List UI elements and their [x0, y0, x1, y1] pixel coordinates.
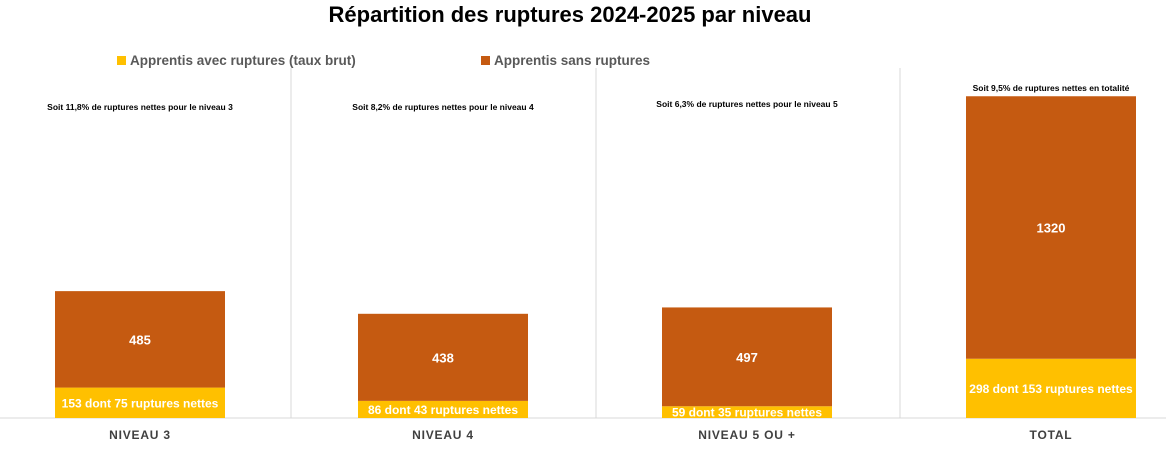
- data-label-avec-ruptures: 298 dont 153 ruptures nettes: [969, 382, 1133, 396]
- annotations-layer: Soit 11,8% de ruptures nettes pour le ni…: [47, 83, 1129, 112]
- annotation-total: Soit 9,5% de ruptures nettes en totalité: [973, 83, 1130, 93]
- category-dividers: [290, 68, 901, 418]
- bar-avec-ruptures-total: [966, 358, 1136, 418]
- legend-swatch-sans-ruptures: [481, 56, 490, 65]
- data-label-avec-ruptures: 86 dont 43 ruptures nettes: [368, 403, 518, 417]
- x-tick-label: NIVEAU 5 OU +: [698, 428, 795, 442]
- annotation-niveau-4: Soit 8,2% de ruptures nettes pour le niv…: [352, 102, 534, 112]
- bars-layer: 485 153 dont 75 ruptures nettes 438 86 dont…: [55, 96, 1136, 420]
- x-axis-labels: NIVEAU 3 NIVEAU 4 NIVEAU 5 OU + TOTAL: [109, 428, 1072, 442]
- legend-label-sans-ruptures: Apprentis sans ruptures: [494, 53, 650, 68]
- legend-swatch-avec-ruptures: [117, 56, 126, 65]
- data-label-sans-ruptures: 1320: [1037, 220, 1066, 235]
- bar-sans-ruptures-total: [966, 96, 1136, 359]
- x-tick-label: TOTAL: [1030, 428, 1073, 442]
- bar-avec-ruptures-niveau-3: [55, 387, 225, 418]
- data-label-sans-ruptures: 438: [432, 350, 454, 365]
- annotation-niveau-5: Soit 6,3% de ruptures nettes pour le niv…: [656, 99, 838, 109]
- chart-title: Répartition des ruptures 2024-2025 par n…: [329, 2, 812, 27]
- data-label-avec-ruptures: 59 dont 35 ruptures nettes: [672, 406, 822, 420]
- bar-sans-ruptures-niveau-4: [358, 313, 528, 401]
- bar-sans-ruptures-niveau-3: [55, 291, 225, 388]
- bar-sans-ruptures-niveau-5: [662, 307, 832, 407]
- data-label-sans-ruptures: 497: [736, 350, 758, 365]
- x-tick-label: NIVEAU 3: [109, 428, 171, 442]
- legend: Apprentis avec ruptures (taux brut) Appr…: [117, 53, 650, 68]
- annotation-niveau-3: Soit 11,8% de ruptures nettes pour le ni…: [47, 102, 233, 112]
- bar-avec-ruptures-niveau-4: [358, 400, 528, 418]
- x-tick-label: NIVEAU 4: [412, 428, 474, 442]
- data-label-sans-ruptures: 485: [129, 332, 151, 347]
- bar-avec-ruptures-niveau-5: [662, 406, 832, 418]
- data-label-avec-ruptures: 153 dont 75 ruptures nettes: [62, 396, 219, 410]
- legend-label-avec-ruptures: Apprentis avec ruptures (taux brut): [130, 53, 356, 68]
